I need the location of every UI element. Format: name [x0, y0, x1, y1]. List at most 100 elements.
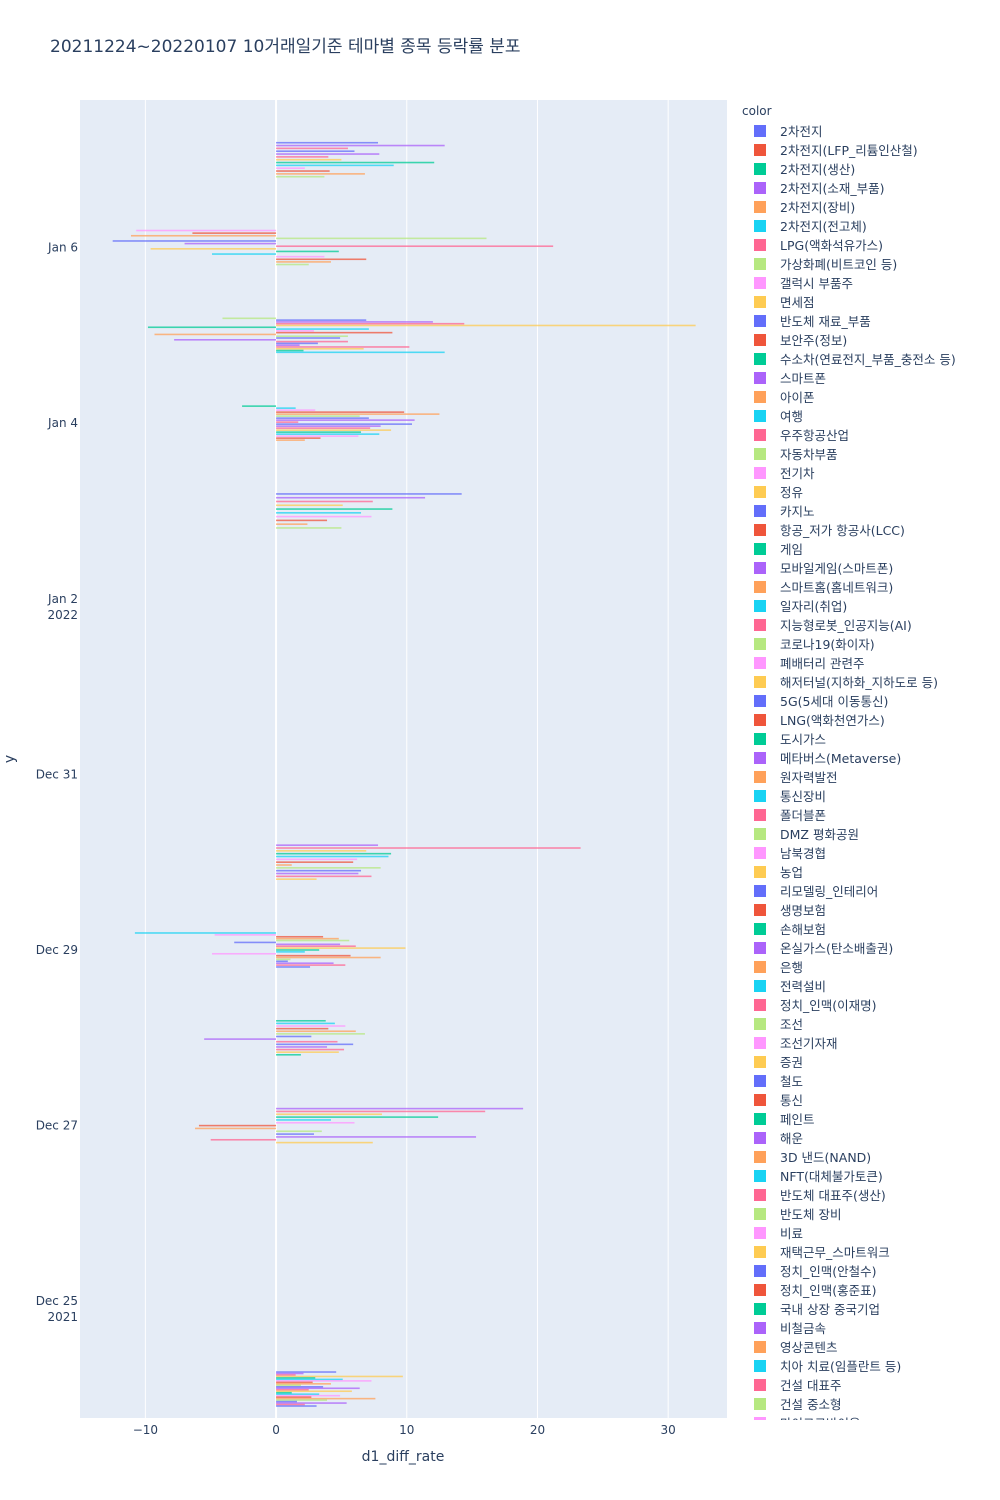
legend-item[interactable]: 치아 치료(임플란트 등) — [742, 1356, 992, 1375]
bar[interactable] — [276, 1396, 312, 1398]
legend-item[interactable]: 정치_인맥(안철수) — [742, 1261, 992, 1280]
bar[interactable] — [276, 1399, 328, 1401]
bar[interactable] — [276, 431, 362, 433]
bar[interactable] — [276, 1390, 352, 1393]
bar[interactable] — [276, 164, 394, 167]
bar[interactable] — [276, 421, 299, 423]
bar[interactable] — [276, 867, 381, 869]
bar[interactable] — [276, 425, 381, 427]
bar[interactable] — [276, 1405, 317, 1407]
legend-item[interactable]: 원자력발전 — [742, 767, 992, 786]
bar[interactable] — [150, 248, 277, 250]
bar[interactable] — [212, 952, 277, 955]
bar[interactable] — [276, 872, 359, 875]
legend-item[interactable]: 전기차 — [742, 463, 992, 482]
legend-item[interactable]: 통신 — [742, 1090, 992, 1109]
bar[interactable] — [276, 1040, 338, 1043]
bar[interactable] — [276, 1388, 309, 1391]
bar[interactable] — [276, 864, 292, 866]
bar[interactable] — [276, 328, 369, 330]
legend-item[interactable]: 해운 — [742, 1128, 992, 1147]
bar[interactable] — [130, 234, 277, 237]
bar[interactable] — [276, 255, 325, 258]
legend-item[interactable]: 조선기자재 — [742, 1033, 992, 1052]
legend-item[interactable]: 2차전지(생산) — [742, 159, 992, 178]
bar[interactable] — [276, 1400, 297, 1403]
bar[interactable] — [276, 429, 392, 431]
bar[interactable] — [276, 861, 354, 863]
bar[interactable] — [276, 321, 433, 323]
bar[interactable] — [276, 523, 308, 525]
bar[interactable] — [276, 850, 367, 852]
bar[interactable] — [276, 417, 369, 419]
bar[interactable] — [276, 335, 348, 338]
legend-item[interactable]: 수소차(연료전지_부품_충전소 등) — [742, 349, 992, 368]
bar[interactable] — [276, 1025, 346, 1027]
bar[interactable] — [276, 437, 321, 439]
legend-item[interactable]: 게임 — [742, 539, 992, 558]
bar[interactable] — [276, 439, 305, 441]
bar[interactable] — [276, 319, 367, 321]
bar[interactable] — [195, 1127, 277, 1130]
bar[interactable] — [276, 875, 372, 878]
legend-item[interactable]: 반도체 대표주(생산) — [742, 1185, 992, 1204]
bar[interactable] — [184, 242, 277, 245]
legend-item[interactable]: 스마트폰 — [742, 368, 992, 387]
bar[interactable] — [276, 943, 341, 946]
bar[interactable] — [276, 1403, 305, 1406]
bar[interactable] — [276, 342, 318, 345]
bar[interactable] — [276, 427, 371, 429]
bar[interactable] — [276, 258, 367, 261]
legend-item[interactable]: 2차전지 — [742, 121, 992, 140]
bar[interactable] — [276, 1387, 360, 1390]
legend-item[interactable]: 리모델링_인테리어 — [742, 881, 992, 900]
legend-item[interactable]: 면세점 — [742, 292, 992, 311]
legend-item[interactable]: 2차전지(전고체) — [742, 216, 992, 235]
legend-item[interactable]: 3D 낸드(NAND) — [742, 1147, 992, 1166]
bar[interactable] — [276, 1107, 524, 1110]
bar[interactable] — [276, 958, 291, 961]
bar[interactable] — [276, 261, 331, 263]
legend-item[interactable]: NFT(대체불가토큰) — [742, 1166, 992, 1185]
bar[interactable] — [136, 229, 277, 232]
bar[interactable] — [276, 351, 445, 354]
bar[interactable] — [276, 1374, 296, 1376]
bar[interactable] — [276, 330, 314, 332]
legend-item[interactable]: 여행 — [742, 406, 992, 425]
bar[interactable] — [192, 232, 277, 234]
bar[interactable] — [174, 338, 277, 341]
bar[interactable] — [276, 1393, 320, 1395]
bar[interactable] — [276, 1048, 345, 1051]
bar[interactable] — [276, 435, 359, 437]
bar[interactable] — [276, 515, 372, 518]
bar[interactable] — [242, 405, 277, 407]
bar[interactable] — [276, 150, 355, 153]
bar[interactable] — [276, 324, 696, 327]
bar[interactable] — [276, 1043, 354, 1046]
legend-item[interactable]: 도시가스 — [742, 729, 992, 748]
legend-item[interactable]: 조선 — [742, 1014, 992, 1033]
bar[interactable] — [276, 1397, 376, 1400]
legend-item[interactable]: 온실가스(탄소배출권) — [742, 938, 992, 957]
bar[interactable] — [276, 1391, 292, 1394]
bar[interactable] — [276, 1116, 439, 1118]
legend-item[interactable]: 가상화폐(비트코인 등) — [742, 254, 992, 273]
bar[interactable] — [276, 496, 426, 499]
bar[interactable] — [276, 1386, 324, 1388]
bar[interactable] — [276, 878, 317, 880]
bar[interactable] — [276, 855, 389, 858]
bar[interactable] — [276, 508, 393, 510]
bar[interactable] — [276, 349, 304, 352]
bar[interactable] — [276, 144, 445, 147]
bar[interactable] — [276, 937, 339, 940]
bar[interactable] — [276, 1035, 312, 1038]
bar[interactable] — [276, 147, 348, 150]
bar[interactable] — [276, 966, 311, 968]
bar[interactable] — [276, 237, 487, 240]
bar[interactable] — [276, 939, 350, 942]
bar[interactable] — [276, 869, 362, 872]
bar[interactable] — [276, 951, 305, 953]
bar[interactable] — [276, 156, 329, 158]
legend-item[interactable]: 모바일게임(스마트폰) — [742, 558, 992, 577]
bar[interactable] — [276, 409, 316, 411]
